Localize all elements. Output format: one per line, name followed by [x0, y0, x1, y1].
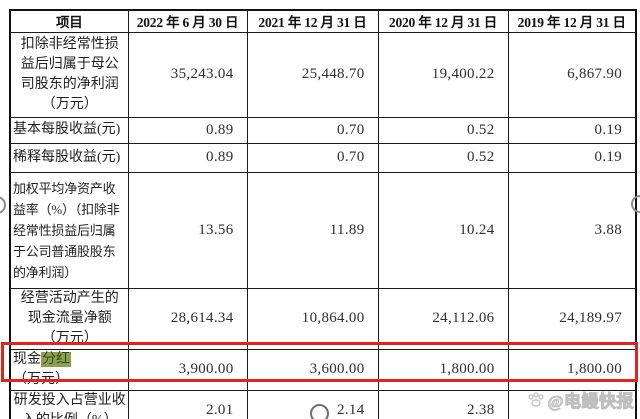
value-cell: 2.38 — [377, 389, 509, 419]
value-cell: 0.52 — [377, 116, 509, 144]
watermark: @电鳗快报 — [526, 387, 634, 412]
row-label-weighted-roe: 加权平均净资产收 益率（%）（扣除非 经常性损益后归属 于公司普通股股东 的净利… — [9, 171, 129, 289]
value-cell: 0.89 — [127, 116, 248, 144]
screenshot-handle-circle — [310, 404, 329, 419]
value-cell: 10,864.00 — [246, 287, 379, 350]
value-cell: 1,800.00 — [507, 348, 637, 391]
value-cell: 11.89 — [246, 171, 379, 289]
row-label-operating-cash-flow: 经营活动产生的 现金流量净额 （万元） — [9, 287, 129, 350]
value-cell: 0.70 — [246, 142, 379, 173]
paw-logo-icon — [526, 390, 546, 410]
table-row: 研发投入占营业收 入的比例（%） 2.01 2.14 2.38 — [9, 389, 637, 419]
table-row: 经营活动产生的 现金流量净额 （万元） 28,614.34 10,864.00 … — [9, 287, 637, 350]
value-cell: 2.01 — [127, 389, 248, 419]
value-cell: 19,400.22 — [377, 31, 509, 118]
value-cell: 35,243.04 — [127, 31, 248, 118]
value-cell: 0.19 — [507, 142, 637, 173]
search-highlight: 分红 — [41, 351, 71, 367]
value-cell: 1,800.00 — [377, 348, 509, 391]
edge-arc-right — [631, 195, 640, 213]
row-label-cash-dividend: 现金分红 （万元） — [9, 348, 129, 391]
label-prefix: 现金 — [13, 351, 41, 367]
watermark-text: @电鳗快报 — [547, 392, 634, 412]
value-cell: 24,112.06 — [377, 287, 509, 350]
value-cell: 6,867.90 — [507, 31, 637, 118]
header-date-2019: 2019 年 12 月 31 日 — [507, 9, 637, 33]
financial-metrics-table: 项目 2022 年 6 月 30 日 2021 年 12 月 31 日 2020… — [9, 9, 637, 419]
value-cell: 0.52 — [377, 142, 509, 173]
table-row: 稀释每股收益(元) 0.89 0.70 0.52 0.19 — [9, 142, 637, 173]
row-label-rd-ratio: 研发投入占营业收 入的比例（%） — [9, 389, 129, 419]
value-cell: 24,189.97 — [507, 287, 637, 350]
value-cell: 0.89 — [127, 142, 248, 173]
header-date-2020: 2020 年 12 月 31 日 — [377, 9, 509, 33]
value-cell — [507, 389, 637, 419]
value-cell: 25,448.70 — [246, 31, 379, 118]
value-cell: 0.19 — [507, 116, 637, 144]
header-date-2021: 2021 年 12 月 31 日 — [246, 9, 379, 33]
table-row: 加权平均净资产收 益率（%）（扣除非 经常性损益后归属 于公司普通股股东 的净利… — [9, 171, 637, 289]
value-cell: 3.88 — [507, 171, 637, 289]
value-cell: 3,900.00 — [127, 348, 248, 391]
table-row: 扣除非经常性损 益后归属于母公 司股东的净利润 （万元） 35,243.04 2… — [9, 31, 637, 118]
label-suffix: （万元） — [13, 371, 69, 387]
value-cell: 3,600.00 — [246, 348, 379, 391]
value-cell: 10.24 — [377, 171, 509, 289]
value-cell: 28,614.34 — [127, 287, 248, 350]
table-header-row: 项目 2022 年 6 月 30 日 2021 年 12 月 31 日 2020… — [9, 9, 637, 33]
value-cell: 0.70 — [246, 116, 379, 144]
header-date-2022: 2022 年 6 月 30 日 — [127, 9, 248, 33]
table-row: 基本每股收益(元) 0.89 0.70 0.52 0.19 — [9, 116, 637, 144]
row-label-net-profit-deducted: 扣除非经常性损 益后归属于母公 司股东的净利润 （万元） — [9, 31, 129, 118]
header-item: 项目 — [9, 9, 129, 33]
table-row-cash-dividend: 现金分红 （万元） 3,900.00 3,600.00 1,800.00 1,80… — [9, 348, 637, 391]
row-label-basic-eps: 基本每股收益(元) — [9, 116, 129, 144]
value-cell: 13.56 — [127, 171, 248, 289]
row-label-diluted-eps: 稀释每股收益(元) — [9, 142, 129, 173]
edge-arc-left — [0, 196, 6, 214]
